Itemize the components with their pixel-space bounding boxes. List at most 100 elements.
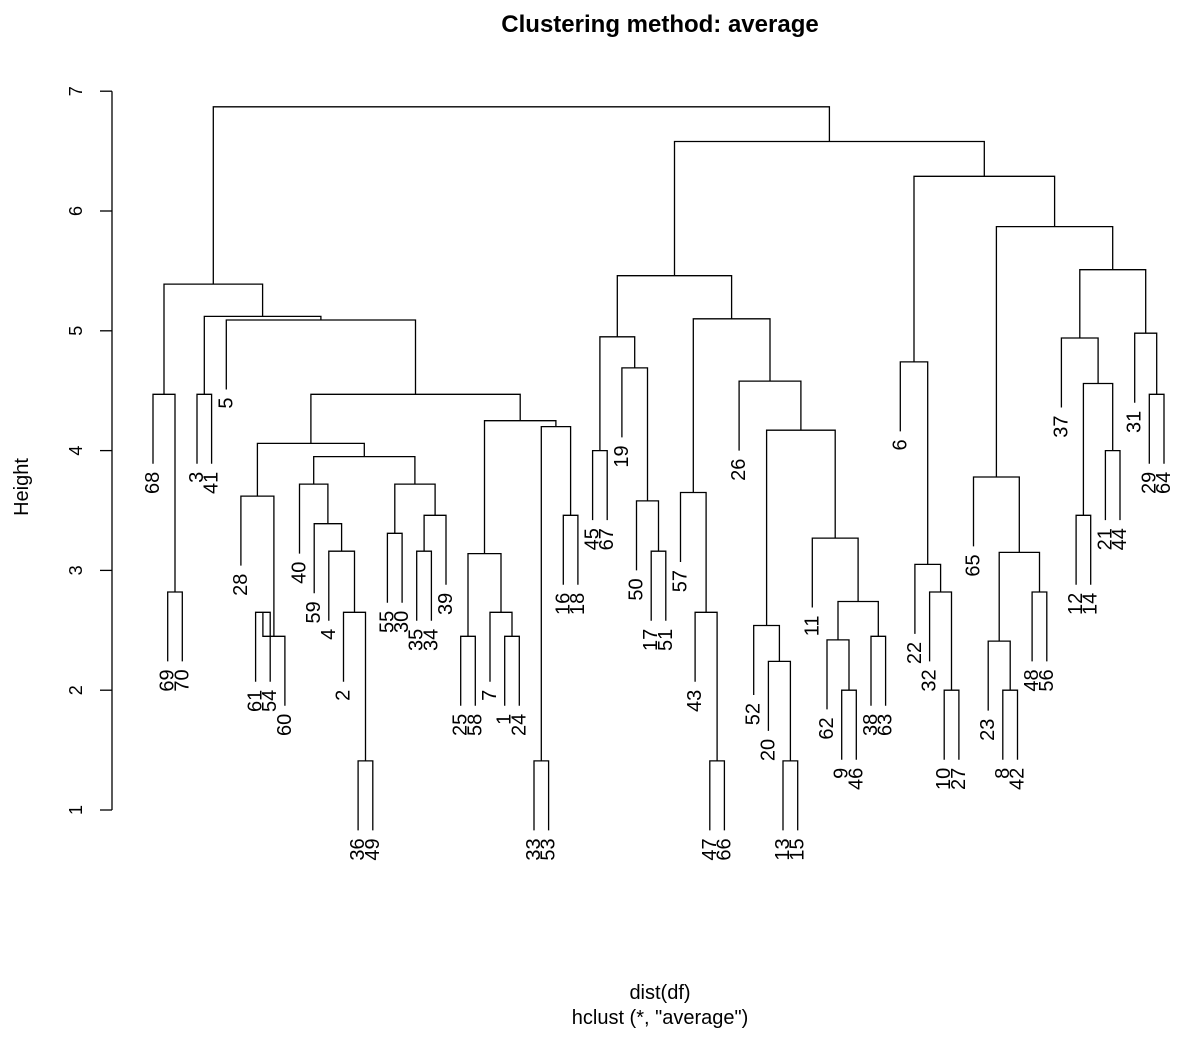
merge-64 [1134,332,1158,403]
merge-57 [998,551,1041,642]
leaf-label-60: 60 [274,714,296,736]
leaf-label-29: 29 [1138,472,1160,494]
leaf-label-18: 18 [567,593,589,615]
leaf-label-48: 48 [1021,669,1043,691]
leaf-label-13: 13 [772,838,794,860]
leaf-label-59: 59 [303,601,325,623]
leaf-label-70: 70 [171,669,193,691]
merge-44 [837,600,879,640]
y-tick-label: 4 [66,446,86,456]
merge-46 [765,429,836,626]
leaf-label-40: 40 [289,562,311,584]
leaf-label-4: 4 [318,629,340,640]
leaf-label-65: 65 [963,554,985,576]
merge-55 [987,640,1011,711]
merge-54 [1002,689,1019,760]
leaf-label-14: 14 [1080,593,1102,615]
leaf-label-52: 52 [743,703,765,725]
merge-32 [635,500,660,571]
leaf-label-54: 54 [259,690,281,712]
leaf-labels: 6869703415286154604059423649553035343925… [142,398,1175,861]
merge-19 [504,635,520,706]
leaf-label-27: 27 [948,768,970,790]
chart-title: Clustering method: average [501,11,818,38]
leaf-label-44: 44 [1109,528,1131,550]
leaf-label-53: 53 [538,838,560,860]
merge-6 [240,495,275,637]
leaf-label-17: 17 [640,629,662,651]
merge-26 [310,393,521,444]
merge-20 [489,611,513,682]
merge-62 [1060,337,1099,408]
leaf-label-63: 63 [875,714,897,736]
merge-25 [483,420,557,554]
merge-65 [1079,269,1147,338]
leaf-label-8: 8 [992,768,1014,779]
leaf-label-16: 16 [552,593,574,615]
merge-23 [562,514,579,585]
leaf-label-49: 49 [362,838,384,860]
leaf-label-32: 32 [919,669,941,691]
merge-14 [423,514,447,585]
leaf-label-1: 1 [494,714,516,725]
leaf-label-55: 55 [376,611,398,633]
leaf-label-28: 28 [230,574,252,596]
merge-38 [782,760,799,831]
merge-8 [342,611,367,761]
merge-58 [972,476,1020,553]
merge-1 [167,591,183,662]
merge-49 [616,275,733,337]
x-axis-label: dist(df) [629,982,690,1004]
leaf-label-56: 56 [1036,669,1058,691]
leaf-label-47: 47 [699,838,721,860]
leaf-label-3: 3 [186,472,208,483]
leaf-label-69: 69 [157,669,179,691]
merge-41 [841,689,857,760]
leaf-label-43: 43 [684,690,706,712]
leaf-label-41: 41 [201,472,223,494]
merge-69 [212,106,831,285]
leaf-label-11: 11 [801,616,823,637]
leaf-label-33: 33 [523,838,545,860]
leaf-label-31: 31 [1124,411,1146,433]
leaf-label-51: 51 [655,629,677,651]
dendrogram-branches [152,106,1165,831]
x-axis-sublabel: hclust (*, "average") [572,1007,749,1029]
y-tick-label: 2 [66,685,86,695]
merge-34 [599,336,636,451]
leaf-label-38: 38 [860,714,882,736]
leaf-label-6: 6 [889,439,911,450]
leaf-label-35: 35 [406,629,428,651]
leaf-label-58: 58 [464,714,486,736]
merge-12 [386,532,403,603]
merge-33 [621,367,649,501]
leaf-label-50: 50 [626,578,648,600]
merge-61 [1082,382,1114,516]
leaf-label-2: 2 [333,690,355,701]
y-axis-label: Height [11,458,33,516]
leaf-label-9: 9 [831,768,853,779]
leaf-label-64: 64 [1153,472,1175,494]
y-tick-label: 3 [66,565,86,575]
leaf-label-34: 34 [420,629,442,651]
y-tick-label: 7 [66,86,86,96]
leaf-label-39: 39 [435,593,457,615]
leaf-label-42: 42 [1007,768,1029,790]
merge-52 [914,563,942,634]
leaf-label-67: 67 [596,528,618,550]
leaf-label-37: 37 [1050,416,1072,438]
leaf-label-68: 68 [142,472,164,494]
leaf-label-26: 26 [728,459,750,481]
merge-30 [591,449,608,521]
merge-28 [203,315,322,395]
y-tick-label: 1 [66,805,86,815]
merge-3 [196,393,213,464]
merge-21 [467,552,502,637]
leaf-label-7: 7 [479,690,501,701]
leaf-label-46: 46 [845,768,867,790]
merge-42 [826,639,850,710]
merge-15 [394,483,436,534]
merge-9 [328,550,356,621]
leaf-label-62: 62 [816,717,838,739]
